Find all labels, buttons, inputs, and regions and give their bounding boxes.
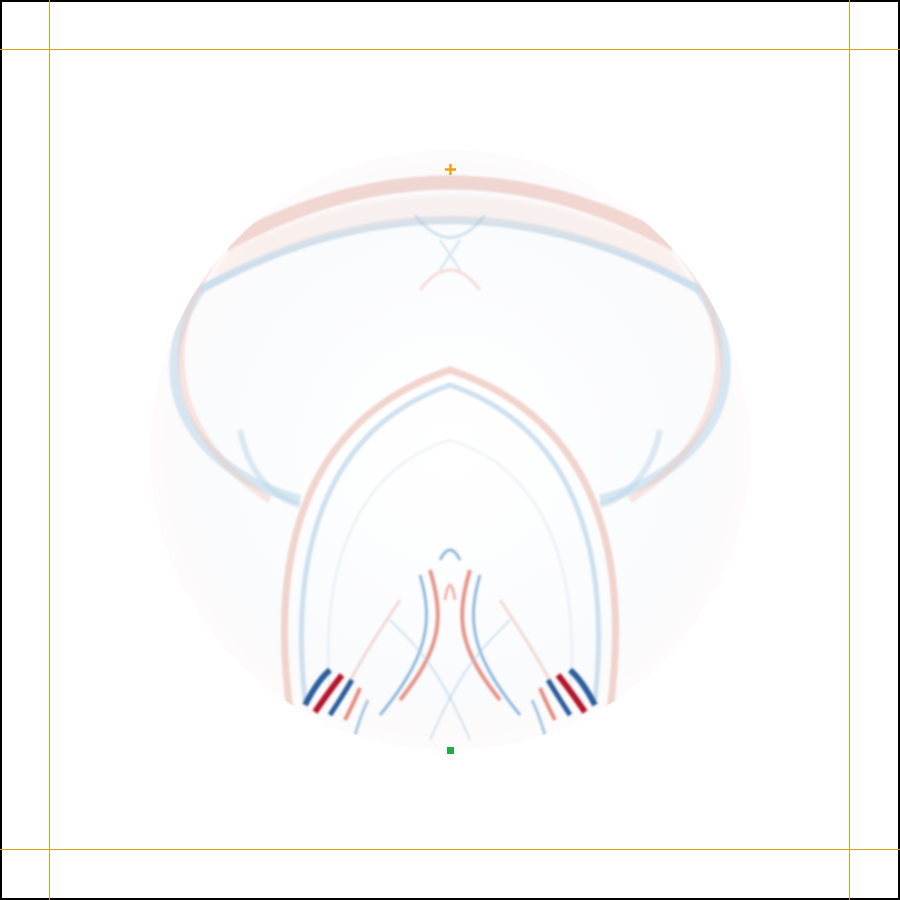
inner-wavefront bbox=[280, 366, 620, 711]
receiver-marker-icon bbox=[447, 747, 454, 754]
top-caustic bbox=[413, 214, 487, 291]
source-marker-icon bbox=[445, 164, 456, 175]
lower-left-strong-feature bbox=[302, 667, 370, 736]
wavefield-disk bbox=[150, 150, 750, 750]
lower-right-strong-feature bbox=[530, 667, 598, 736]
